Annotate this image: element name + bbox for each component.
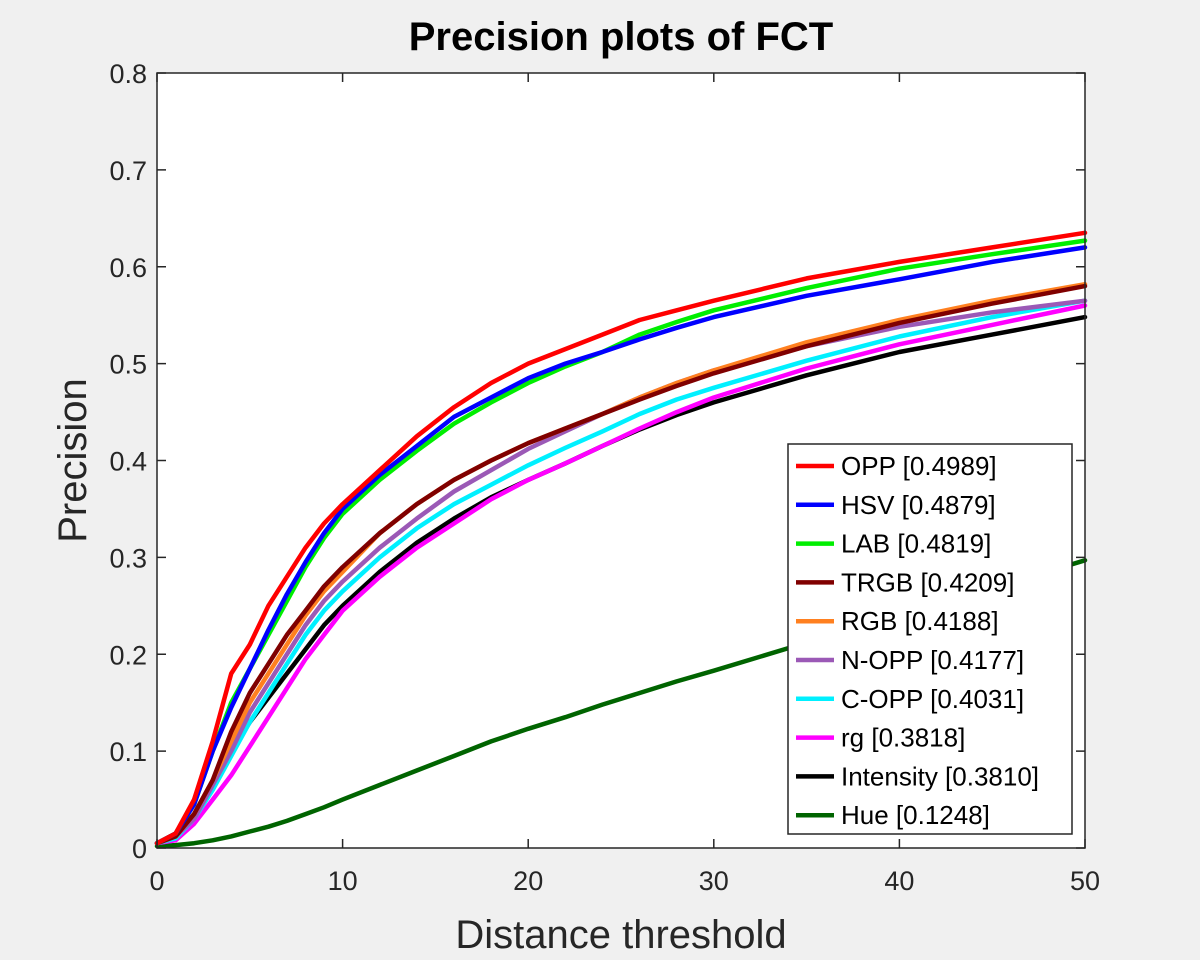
y-tick-label: 0.2 <box>109 640 147 670</box>
y-tick-label: 0.1 <box>109 737 147 767</box>
x-axis-title: Distance threshold <box>455 913 786 957</box>
legend-label: TRGB [0.4209] <box>841 567 1014 597</box>
series-layer <box>154 230 1088 849</box>
x-tick-label: 0 <box>149 866 164 896</box>
chart-title: Precision plots of FCT <box>409 15 833 59</box>
series-line-6 <box>154 298 1088 846</box>
series-line-1 <box>154 245 1088 846</box>
x-tick-label: 40 <box>884 866 914 896</box>
y-tick-label: 0.4 <box>109 447 147 477</box>
ticks-layer: 0 10 20 30 40 50 0 0.1 0.2 0.3 0.4 0.5 0.6 0.7 0.8 <box>109 59 1100 896</box>
y-tick-label: 0.6 <box>109 253 147 283</box>
y-tick-label: 0 <box>132 834 147 864</box>
legend-label: Hue [0.1248] <box>841 800 990 830</box>
y-tick-label: 0.5 <box>109 350 147 380</box>
legend: OPP [0.4989] HSV [0.4879] LAB [0.4819] TRGB… <box>787 443 1073 835</box>
y-tick-label: 0.7 <box>109 156 147 186</box>
x-tick-label: 30 <box>699 866 729 896</box>
legend-box <box>787 443 1073 835</box>
y-axis-title: Precision <box>51 378 95 543</box>
series-line-9 <box>154 558 1088 849</box>
legend-label: rg [0.3818] <box>841 723 965 753</box>
legend-label: C-OPP [0.4031] <box>841 684 1024 714</box>
legend-label: RGB [0.4188] <box>841 606 999 636</box>
legend-label: LAB [0.4819] <box>841 529 991 559</box>
legend-label: Intensity [0.3810] <box>841 761 1039 791</box>
legend-label: HSV [0.4879] <box>841 490 996 520</box>
x-tick-label: 50 <box>1070 866 1100 896</box>
y-tick-label: 0.8 <box>109 59 147 89</box>
series-line-0 <box>154 230 1088 846</box>
y-tick-label: 0.3 <box>109 543 147 573</box>
x-tick-label: 10 <box>328 866 358 896</box>
x-tick-label: 20 <box>513 866 543 896</box>
series-line-3 <box>154 283 1088 846</box>
series-line-7 <box>154 303 1088 846</box>
legend-label: OPP [0.4989] <box>841 451 997 481</box>
legend-label: N-OPP [0.4177] <box>841 645 1024 675</box>
